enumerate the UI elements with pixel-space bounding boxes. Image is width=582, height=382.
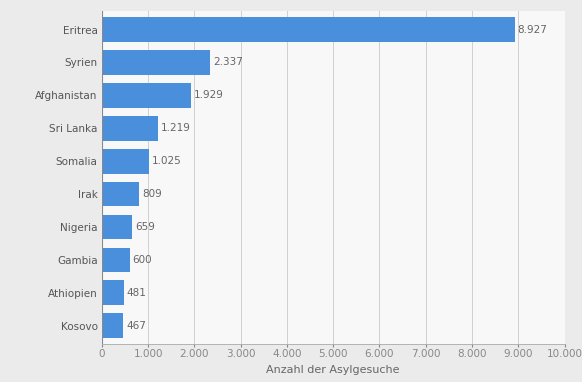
Bar (102, 248, 130, 272)
Bar (102, 149, 149, 173)
Text: 600: 600 (132, 255, 152, 265)
Bar (102, 313, 123, 338)
Text: 467: 467 (126, 321, 146, 331)
X-axis label: Anzahl der Asylgesuche: Anzahl der Asylgesuche (267, 365, 400, 375)
Bar (102, 182, 139, 206)
Bar (102, 280, 124, 305)
Text: 1.025: 1.025 (152, 156, 182, 166)
Text: 8.927: 8.927 (517, 24, 548, 34)
Bar (102, 83, 191, 108)
Text: 1.929: 1.929 (194, 91, 223, 100)
Bar (102, 116, 158, 141)
Bar (102, 215, 132, 240)
Text: 481: 481 (127, 288, 147, 298)
Text: 659: 659 (135, 222, 155, 232)
Bar (102, 50, 210, 75)
Text: 2.337: 2.337 (213, 57, 243, 68)
Text: 809: 809 (142, 189, 162, 199)
Text: 1.219: 1.219 (161, 123, 191, 133)
Bar (102, 17, 515, 42)
